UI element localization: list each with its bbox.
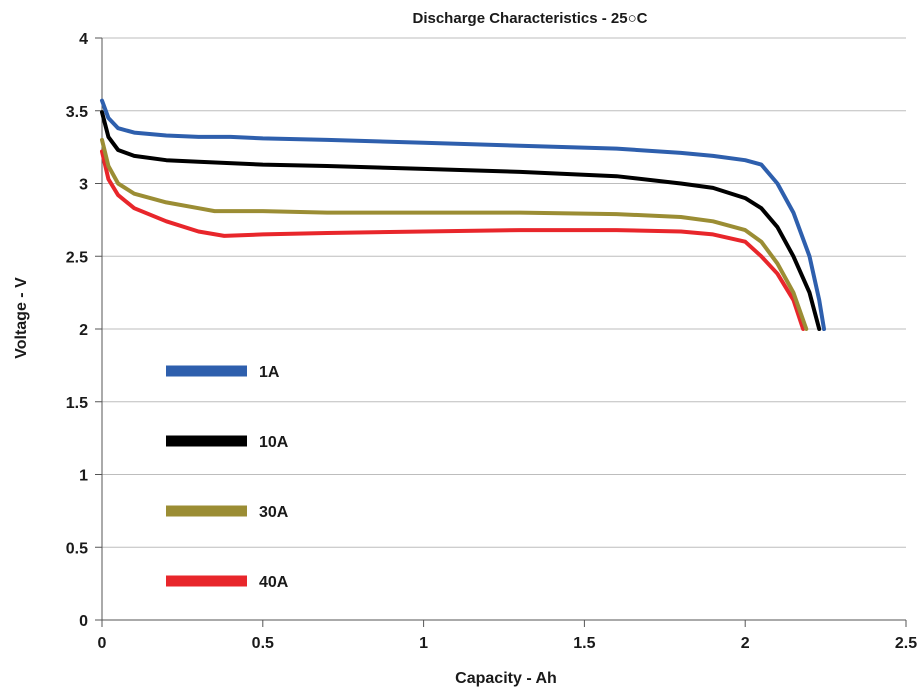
- legend-label-1a: 1A: [259, 364, 280, 381]
- chart-title: Discharge Characteristics - 25○C: [413, 10, 648, 27]
- x-tick-label: 1: [419, 635, 428, 652]
- legend-label-10a: 10A: [259, 434, 289, 451]
- y-tick-label: 0.5: [66, 540, 88, 557]
- legend-label-40a: 40A: [259, 574, 289, 591]
- y-tick-label: 3: [79, 177, 88, 194]
- series-line-30a: [100, 137, 809, 331]
- y-tick-label: 0: [79, 613, 88, 630]
- x-tick-label: 2.5: [895, 635, 917, 652]
- series-line-40a: [100, 149, 806, 331]
- y-tick-label: 1.5: [66, 395, 88, 412]
- y-tick-label: 3.5: [66, 104, 88, 121]
- legend-label-30a: 30A: [259, 504, 289, 521]
- series-line-10a: [100, 110, 822, 331]
- y-axis-ticks: 0 0.5 1 1.5 2 2.5 3 3.5 4: [66, 31, 102, 630]
- series-lines: [100, 98, 826, 331]
- y-tick-label: 4: [79, 31, 88, 48]
- x-tick-label: 0.5: [252, 635, 274, 652]
- y-tick-label: 2.5: [66, 249, 88, 266]
- y-tick-label: 2: [79, 322, 88, 339]
- legend: 1A 10A 30A 40A: [166, 364, 289, 591]
- x-axis-ticks: 0 0.5 1 1.5 2 2.5: [98, 620, 917, 652]
- y-tick-label: 1: [79, 468, 88, 485]
- series-line-1a: [100, 98, 826, 331]
- x-tick-label: 0: [98, 635, 107, 652]
- x-tick-label: 2: [741, 635, 750, 652]
- gridlines: [102, 37, 906, 548]
- y-axis-label: Voltage - V: [13, 277, 30, 359]
- x-axis-label: Capacity - Ah: [455, 670, 557, 687]
- x-tick-label: 1.5: [573, 635, 595, 652]
